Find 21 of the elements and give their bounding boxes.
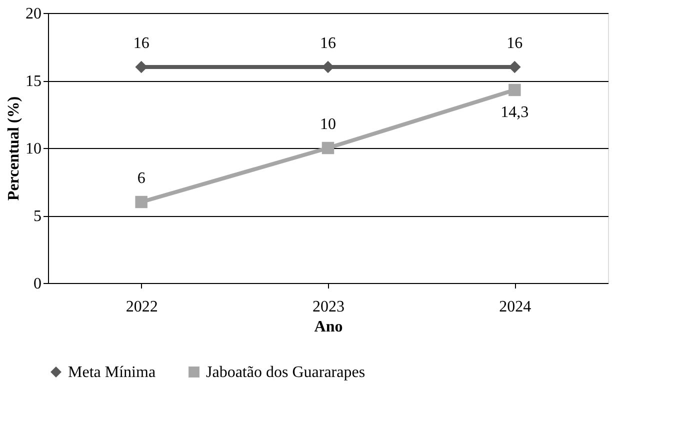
x-axis-title: Ano bbox=[314, 318, 343, 336]
y-tick-label: 20 bbox=[26, 6, 42, 22]
legend-label: Meta Mínima bbox=[68, 364, 156, 381]
data-label: 14,3 bbox=[500, 104, 529, 121]
point bbox=[508, 84, 521, 96]
x-tick-label: 2024 bbox=[499, 298, 532, 316]
y-tick-label: 5 bbox=[34, 208, 42, 225]
y-tick-label: 10 bbox=[26, 140, 42, 158]
data-label: 16 bbox=[506, 35, 523, 52]
data-label: 16 bbox=[133, 35, 150, 52]
point bbox=[322, 142, 334, 154]
y-tick-label: 15 bbox=[26, 73, 42, 90]
legend-label: Jaboatão dos Guararapes bbox=[206, 364, 366, 381]
point bbox=[135, 196, 148, 208]
y-axis-title: Percentual (%) bbox=[6, 96, 22, 201]
x-tick-label: 2022 bbox=[126, 298, 158, 316]
y-tick-label: 0 bbox=[34, 276, 42, 292]
data-label: 16 bbox=[320, 35, 336, 52]
x-tick-label: 2023 bbox=[312, 298, 344, 316]
data-label: 10 bbox=[320, 116, 336, 133]
data-label: 6 bbox=[137, 170, 146, 187]
